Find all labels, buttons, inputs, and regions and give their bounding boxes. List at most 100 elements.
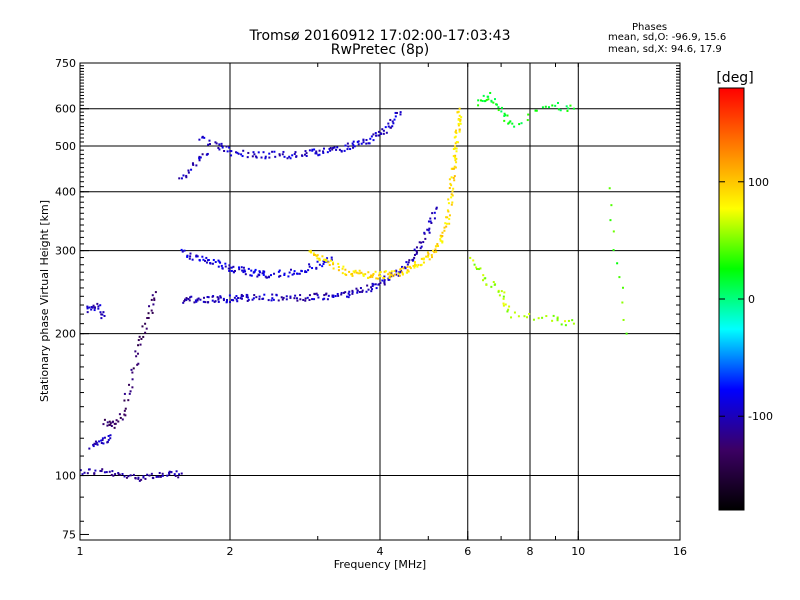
data-point	[128, 383, 131, 386]
data-point	[293, 272, 296, 275]
data-point	[158, 471, 161, 474]
data-point	[153, 299, 156, 302]
data-point	[435, 207, 438, 210]
data-point	[454, 130, 457, 133]
data-point	[447, 210, 450, 213]
data-point	[383, 275, 386, 278]
data-point	[420, 245, 423, 248]
data-point	[93, 442, 96, 445]
data-point	[128, 392, 131, 395]
data-point	[352, 270, 355, 273]
x-tick-label: 4	[377, 545, 384, 558]
data-point	[453, 165, 456, 168]
data-point	[206, 259, 209, 262]
data-point	[183, 300, 186, 303]
data-point	[252, 297, 255, 300]
data-point	[564, 320, 567, 323]
data-point	[118, 413, 121, 416]
data-point	[454, 135, 457, 138]
data-point	[218, 143, 221, 146]
data-point	[148, 305, 151, 308]
x-tick-label: 10	[571, 545, 585, 558]
data-point	[191, 258, 194, 261]
data-point	[551, 319, 554, 322]
data-point	[180, 472, 183, 475]
data-point	[237, 266, 240, 269]
data-point	[341, 267, 344, 270]
data-point	[329, 259, 332, 262]
data-point	[246, 156, 249, 159]
data-point	[247, 151, 250, 154]
data-point	[365, 290, 368, 293]
data-point	[425, 255, 428, 258]
data-point	[337, 262, 340, 265]
data-point	[413, 248, 416, 251]
data-point	[564, 324, 567, 327]
data-point	[458, 130, 461, 133]
data-point	[428, 227, 431, 230]
data-point	[545, 315, 548, 318]
data-point	[283, 155, 286, 158]
data-point	[375, 134, 378, 137]
data-point	[198, 259, 201, 262]
data-point	[221, 267, 224, 270]
data-point	[527, 113, 530, 116]
data-point	[343, 149, 346, 152]
data-point	[506, 114, 509, 117]
data-point	[235, 298, 238, 301]
data-point	[228, 294, 231, 297]
data-point	[111, 470, 114, 473]
data-point	[497, 109, 500, 112]
colorbar-tick-label: 100	[748, 176, 769, 189]
data-point	[308, 298, 311, 301]
data-point	[427, 252, 430, 255]
data-point	[371, 288, 374, 291]
data-point	[454, 159, 457, 162]
data-point	[366, 284, 369, 287]
data-point	[355, 287, 358, 290]
data-point	[298, 272, 301, 275]
data-point	[484, 277, 487, 280]
data-point	[357, 272, 360, 275]
data-point	[377, 134, 380, 137]
data-point	[100, 317, 103, 320]
data-point	[383, 280, 386, 283]
data-point	[240, 293, 243, 296]
data-point	[189, 252, 192, 255]
data-point	[556, 319, 559, 322]
data-point	[351, 289, 354, 292]
data-point	[308, 265, 311, 268]
data-point	[560, 323, 563, 326]
data-point	[430, 256, 433, 259]
data-point	[353, 145, 356, 148]
data-point	[156, 475, 159, 478]
data-point	[556, 316, 559, 319]
data-point	[113, 422, 116, 425]
data-point	[556, 101, 559, 104]
data-point	[293, 297, 296, 300]
data-point	[145, 327, 148, 330]
data-point	[287, 275, 290, 278]
data-point	[185, 174, 188, 177]
data-point	[318, 153, 321, 156]
data-point	[185, 297, 188, 300]
data-point	[311, 148, 314, 151]
data-point	[437, 245, 440, 248]
data-point	[448, 178, 451, 181]
data-point	[206, 153, 209, 156]
data-point	[182, 174, 185, 177]
data-point	[390, 272, 393, 275]
data-point	[507, 122, 510, 125]
data-point	[142, 476, 145, 479]
data-point	[267, 275, 270, 278]
data-point	[383, 283, 386, 286]
data-point	[439, 239, 442, 242]
data-point	[110, 473, 113, 476]
data-point	[332, 267, 335, 270]
data-point	[316, 294, 319, 297]
data-point	[108, 420, 111, 423]
data-point	[187, 298, 190, 301]
data-point	[433, 211, 436, 214]
data-point	[196, 255, 199, 258]
data-point	[435, 206, 438, 209]
